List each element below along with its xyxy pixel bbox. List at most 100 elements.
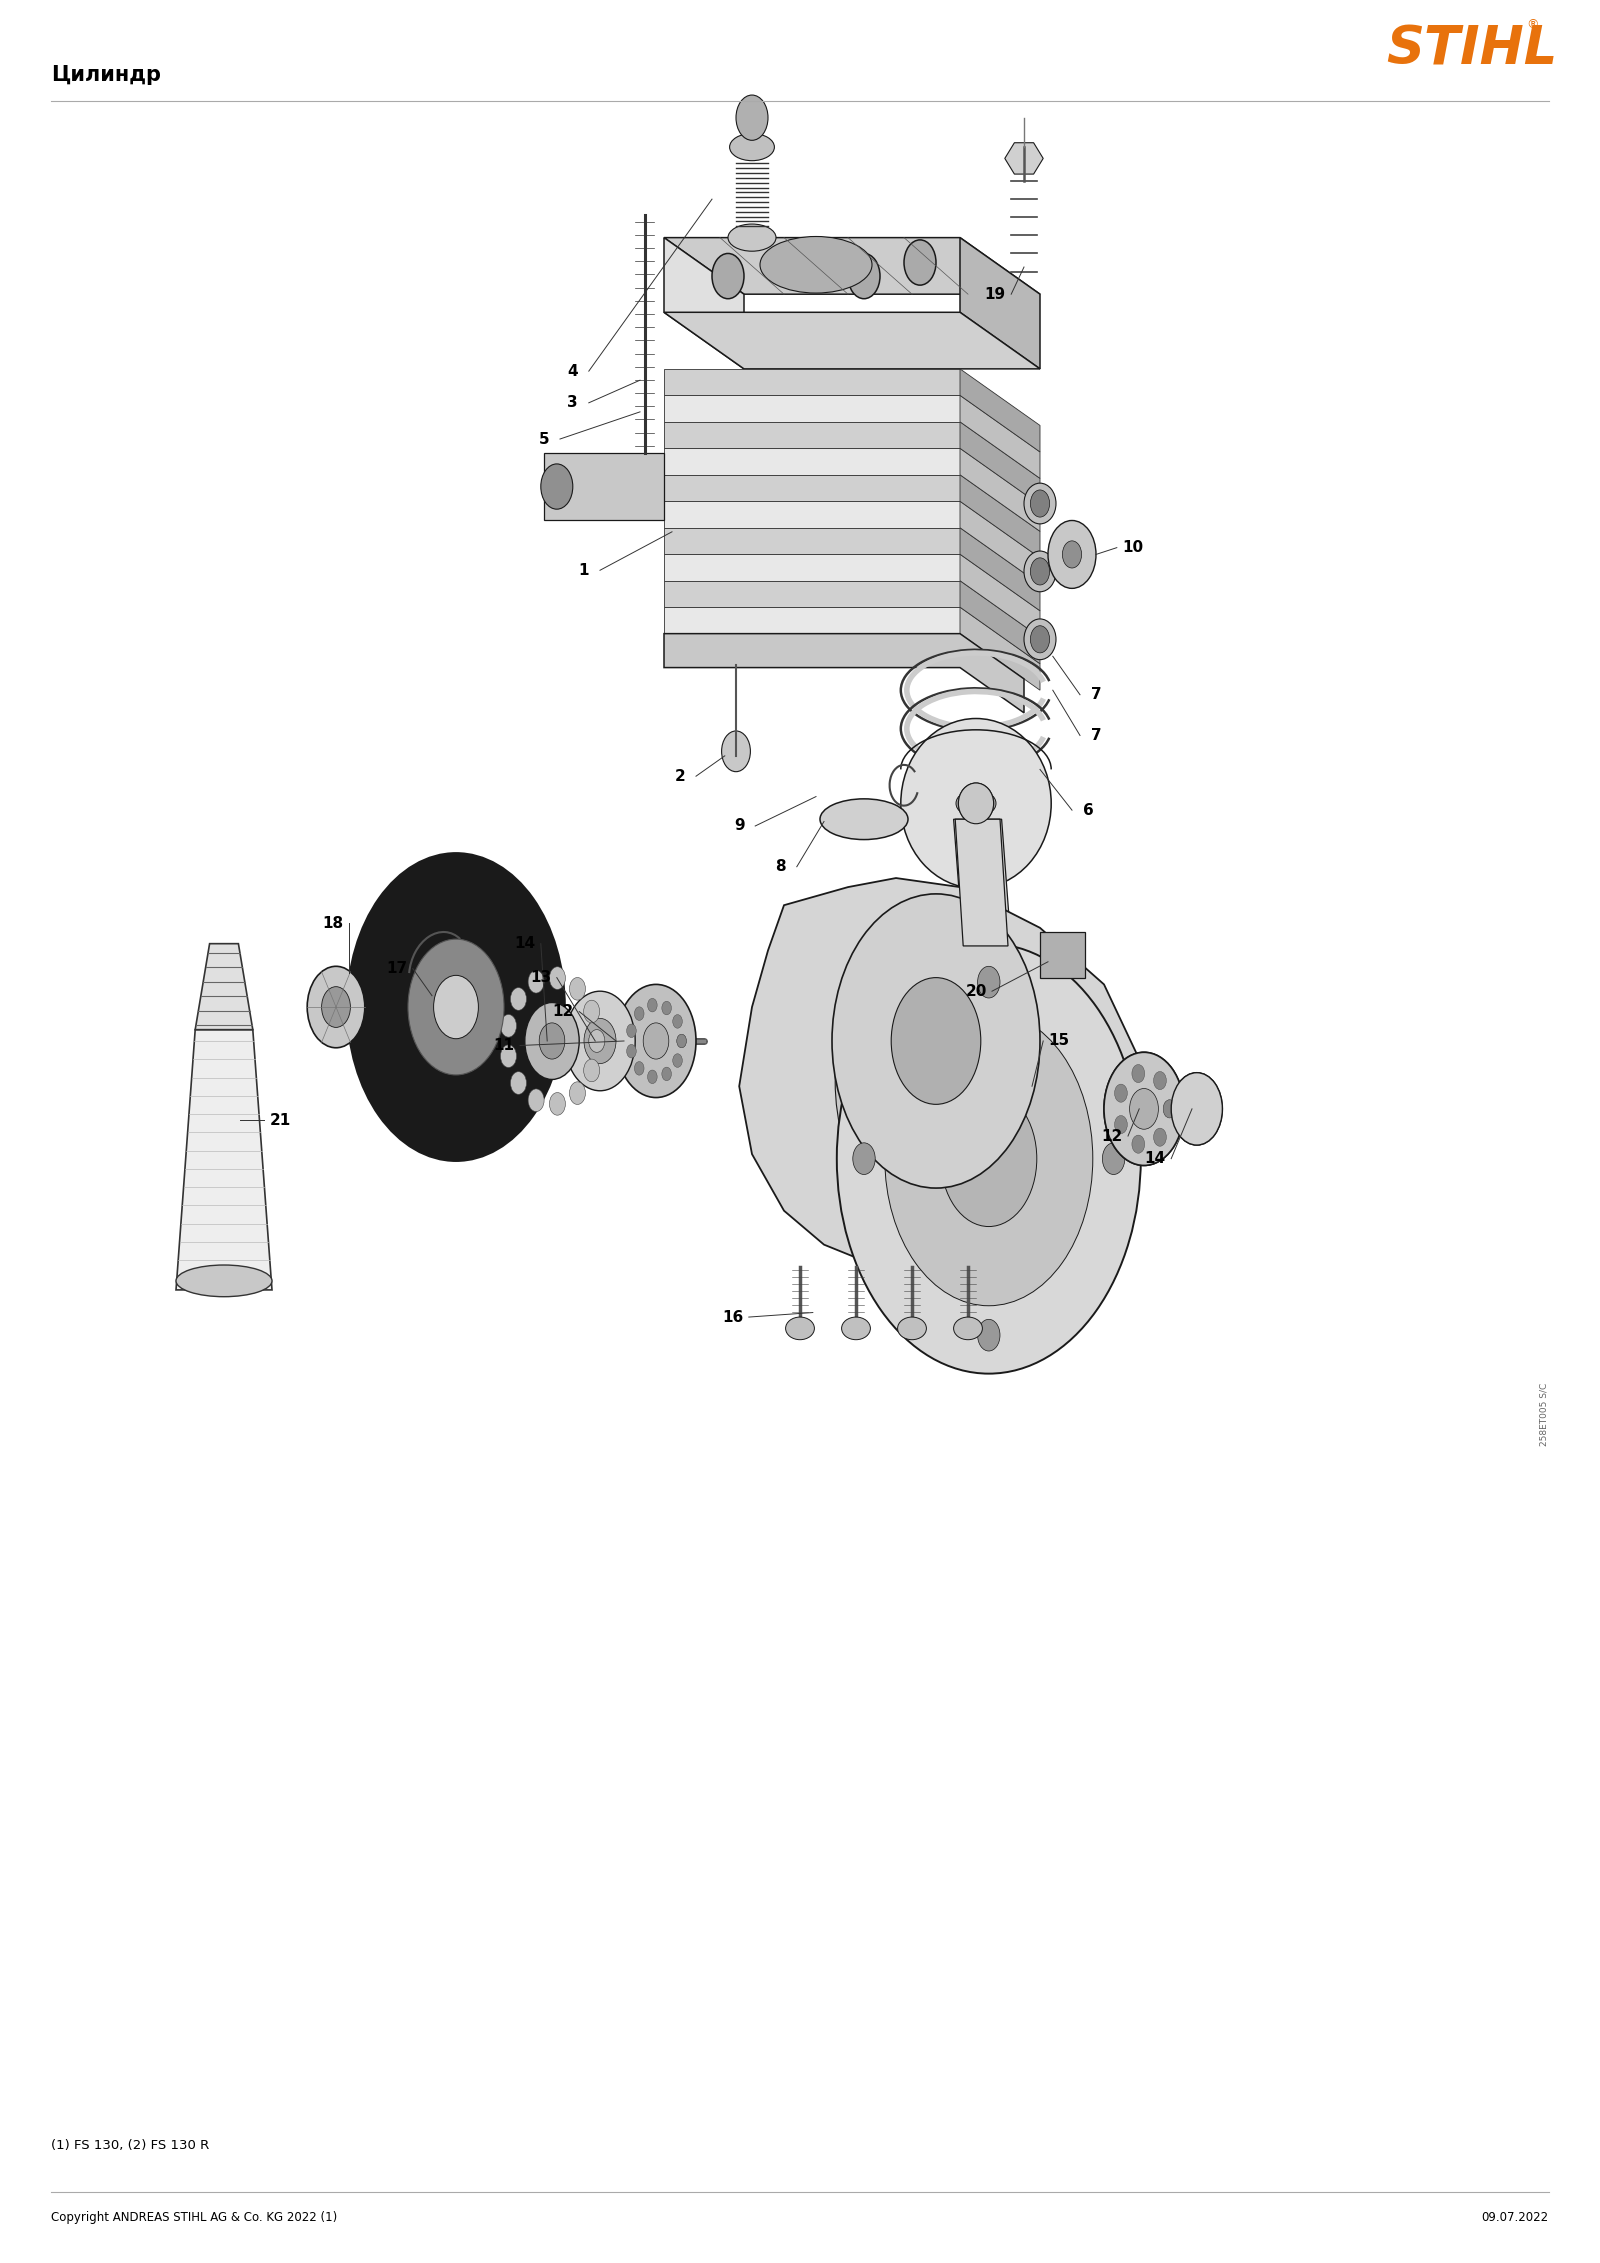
Circle shape (885, 1012, 1093, 1306)
Circle shape (1171, 1073, 1222, 1145)
Circle shape (1130, 1089, 1158, 1129)
Ellipse shape (786, 1317, 814, 1340)
Text: 16: 16 (722, 1310, 744, 1324)
Circle shape (1048, 520, 1096, 588)
Circle shape (528, 1089, 544, 1111)
Circle shape (978, 966, 1000, 998)
Circle shape (1102, 1143, 1125, 1174)
Text: 09.07.2022: 09.07.2022 (1482, 2211, 1549, 2225)
Circle shape (1154, 1129, 1166, 1147)
Circle shape (589, 1030, 605, 1052)
Polygon shape (664, 396, 960, 421)
Circle shape (672, 1014, 682, 1027)
Text: 11: 11 (493, 1039, 515, 1052)
Text: 20: 20 (965, 984, 987, 998)
Circle shape (648, 1070, 658, 1084)
Text: 8: 8 (776, 860, 786, 874)
Ellipse shape (958, 783, 994, 824)
Ellipse shape (957, 790, 995, 817)
Text: 14: 14 (1144, 1152, 1166, 1165)
Polygon shape (664, 500, 960, 527)
Circle shape (677, 1034, 686, 1048)
Circle shape (1115, 1116, 1128, 1134)
Circle shape (501, 1014, 517, 1036)
Text: 12: 12 (1101, 1129, 1123, 1143)
Text: 6: 6 (1083, 803, 1093, 817)
Text: 21: 21 (269, 1113, 291, 1127)
Ellipse shape (1024, 550, 1056, 591)
Ellipse shape (962, 946, 990, 978)
Circle shape (643, 1023, 669, 1059)
Polygon shape (960, 500, 1040, 584)
Text: 1: 1 (579, 563, 589, 577)
Circle shape (1104, 1052, 1184, 1165)
Text: 9: 9 (734, 819, 744, 833)
Circle shape (627, 1046, 637, 1059)
Ellipse shape (1024, 482, 1056, 523)
Polygon shape (664, 582, 960, 606)
Circle shape (549, 966, 565, 989)
Text: 4: 4 (568, 364, 578, 378)
Text: 7: 7 (1091, 688, 1101, 702)
Ellipse shape (176, 1265, 272, 1297)
Polygon shape (664, 606, 960, 634)
Circle shape (1131, 1064, 1144, 1082)
Circle shape (525, 1003, 579, 1079)
Circle shape (635, 1061, 645, 1075)
Ellipse shape (842, 1317, 870, 1340)
Circle shape (712, 253, 744, 299)
Text: STIHL: STIHL (1386, 25, 1558, 75)
Text: 18: 18 (322, 917, 344, 930)
Polygon shape (955, 819, 1008, 946)
Circle shape (853, 1143, 875, 1174)
Circle shape (322, 987, 350, 1027)
Ellipse shape (954, 1317, 982, 1340)
Polygon shape (664, 238, 1040, 294)
Ellipse shape (958, 783, 994, 824)
Circle shape (539, 1023, 565, 1059)
Text: 2: 2 (675, 769, 685, 783)
Ellipse shape (730, 134, 774, 161)
Circle shape (848, 253, 880, 299)
Circle shape (570, 1082, 586, 1104)
Text: 19: 19 (984, 287, 1006, 301)
Ellipse shape (901, 720, 1051, 889)
Circle shape (832, 894, 1040, 1188)
Circle shape (347, 853, 565, 1161)
Polygon shape (960, 582, 1040, 663)
Circle shape (1163, 1100, 1176, 1118)
Circle shape (1163, 1100, 1176, 1118)
Ellipse shape (1024, 618, 1056, 659)
Ellipse shape (819, 799, 909, 840)
Polygon shape (664, 238, 744, 369)
Circle shape (832, 894, 1040, 1188)
Circle shape (510, 987, 526, 1009)
Polygon shape (960, 527, 1040, 611)
Circle shape (1115, 1084, 1128, 1102)
Circle shape (584, 1000, 600, 1023)
Text: 5: 5 (539, 432, 549, 446)
Text: 13: 13 (530, 971, 552, 984)
Circle shape (662, 1000, 672, 1014)
Circle shape (549, 1093, 565, 1116)
Circle shape (677, 1034, 686, 1048)
Circle shape (635, 1007, 645, 1021)
Ellipse shape (760, 238, 872, 294)
Circle shape (904, 240, 936, 285)
Circle shape (307, 966, 365, 1048)
Circle shape (1131, 1136, 1144, 1154)
Text: Copyright ANDREAS STIHL AG & Co. KG 2022 (1): Copyright ANDREAS STIHL AG & Co. KG 2022… (51, 2211, 338, 2225)
Circle shape (1154, 1070, 1166, 1089)
Polygon shape (1005, 143, 1043, 174)
Circle shape (1104, 1052, 1184, 1165)
Circle shape (722, 731, 750, 772)
Ellipse shape (728, 224, 776, 251)
Circle shape (1062, 541, 1082, 568)
Polygon shape (960, 475, 1040, 557)
Polygon shape (960, 554, 1040, 638)
Circle shape (501, 1046, 517, 1068)
Circle shape (528, 971, 544, 993)
Circle shape (1030, 625, 1050, 652)
Ellipse shape (898, 1317, 926, 1340)
Polygon shape (664, 527, 960, 554)
